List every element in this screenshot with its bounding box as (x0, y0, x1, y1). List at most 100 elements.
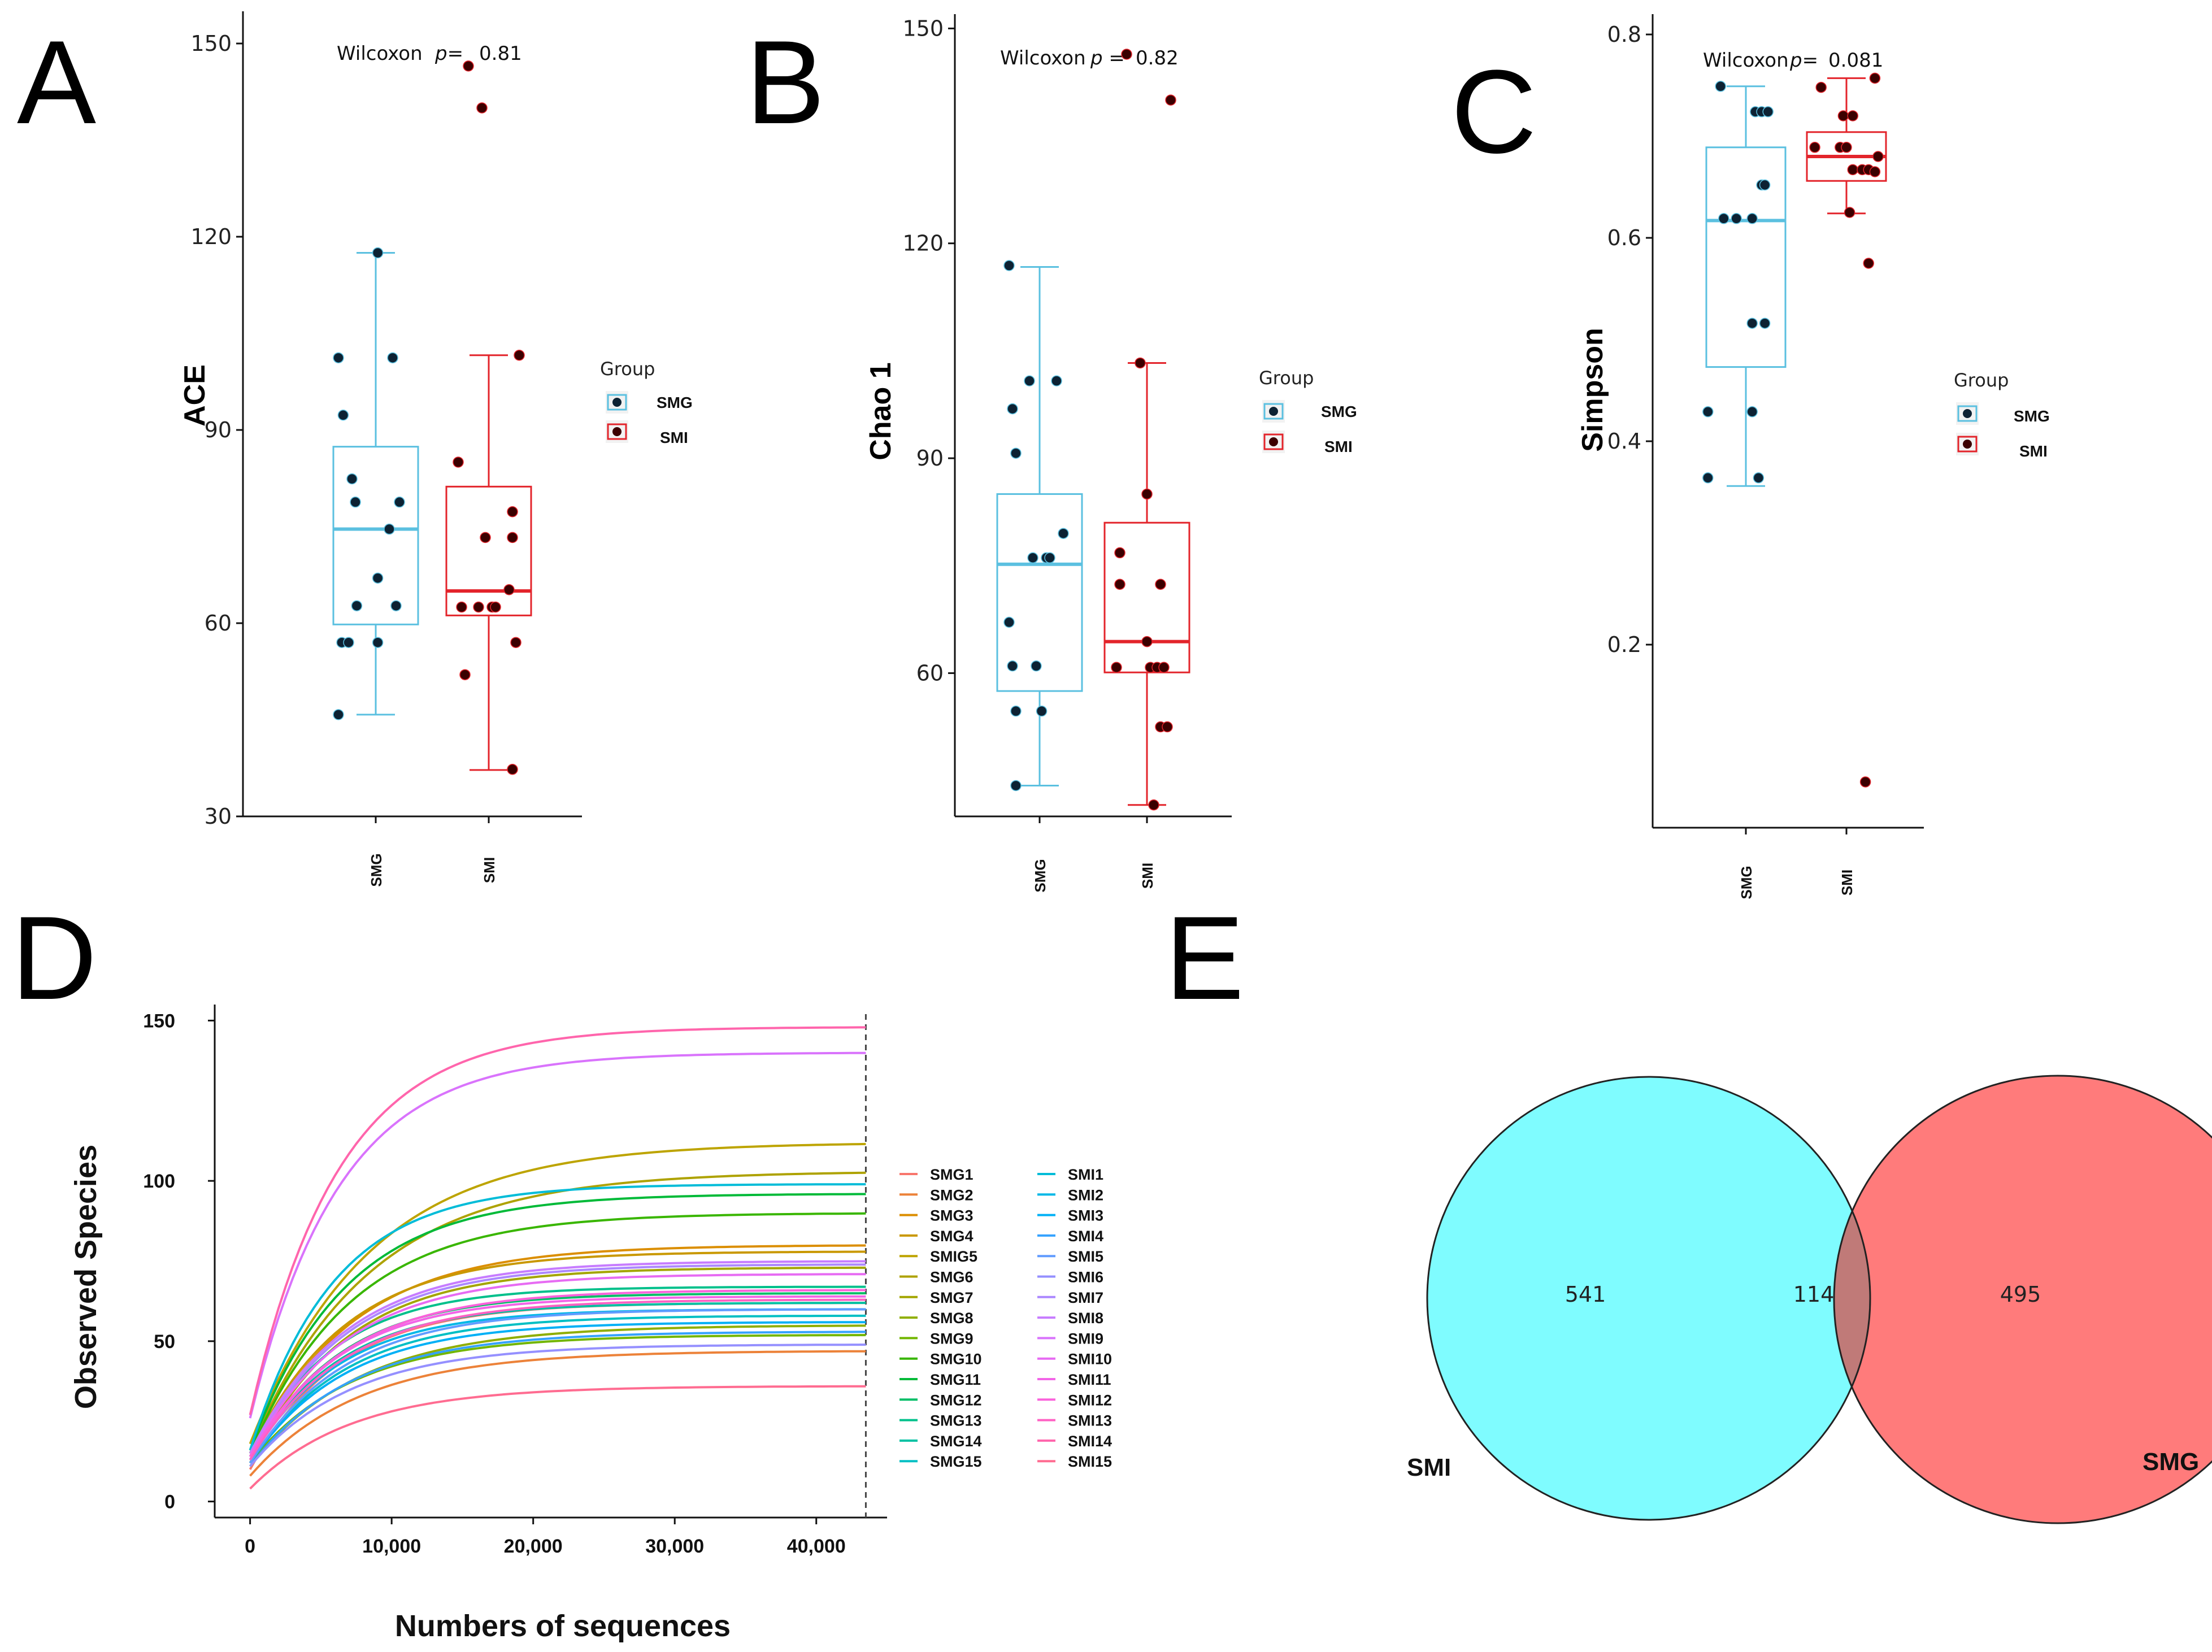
curve-smi10 (249, 1273, 866, 1458)
panel-d-rarefaction-curves: D Observed Species Numbers of sequences … (11, 892, 1112, 1643)
data-point-smi (1869, 166, 1881, 177)
y-tick-label: 0.6 (1607, 225, 1641, 250)
legend-label-smg: SMG (657, 394, 693, 411)
data-point-smg (346, 473, 358, 485)
legend-label-smg6: SMG6 (930, 1269, 974, 1286)
data-point-smi (1863, 258, 1874, 269)
panel-letter-e: E (1165, 892, 1244, 1024)
data-point-smg (1746, 406, 1758, 418)
venn-count-smi-only: 541 (1565, 1282, 1606, 1307)
y-axis-label: Chao 1 (864, 362, 897, 460)
data-point-smg (1031, 660, 1042, 672)
data-point-smi (1847, 110, 1858, 121)
data-point-smi (1815, 81, 1827, 93)
legend-label-smg13: SMG13 (930, 1412, 982, 1429)
legend-label-smg12: SMG12 (930, 1392, 982, 1408)
venn-outline-smg (1833, 1075, 2212, 1524)
curve-smi3 (249, 1321, 866, 1464)
wilcoxon-annotation: Wilcoxon p= 0.81 (337, 42, 522, 65)
curve-smi9 (249, 1051, 866, 1419)
p-value: 0.81 (479, 42, 522, 65)
y-tick-label: 60 (916, 660, 944, 685)
curve-smi8 (249, 1260, 866, 1454)
data-point-smg (1010, 447, 1022, 459)
venn-circle-smg (1834, 1076, 2212, 1523)
data-point-smi (490, 601, 501, 613)
y-axis-label: ACE (179, 364, 211, 427)
data-point-smg (1027, 552, 1038, 564)
legend-title: Group (600, 358, 655, 380)
y-tick-label: 30 (205, 804, 232, 829)
data-point-smi (1809, 142, 1820, 153)
data-point-smg (1003, 616, 1015, 628)
data-point-smg (343, 637, 354, 648)
box-smi (1103, 521, 1190, 673)
legend-box-smi (1263, 433, 1284, 450)
data-point-smi (1165, 94, 1176, 106)
legend-box-smi (607, 423, 627, 440)
data-point-smg (1044, 552, 1055, 564)
curve-smi15 (249, 1385, 866, 1490)
wilcoxon-label: Wilcoxon (1000, 47, 1086, 69)
y-tick-label: 60 (205, 611, 232, 636)
legend-label-smi: SMI (2019, 442, 2048, 460)
data-point-smg (1702, 472, 1714, 484)
data-point-smi (1837, 110, 1849, 121)
venn-count-smg-only: 495 (2000, 1282, 2041, 1307)
legend-dot-smg (1269, 407, 1278, 416)
y-tick-label: 120 (902, 231, 944, 256)
x-tick-label: 20,000 (504, 1536, 563, 1557)
y-tick-label: 0.8 (1607, 22, 1641, 47)
data-point-smg (337, 410, 349, 421)
panel-letter-c: C (1451, 45, 1537, 178)
legend-label-smi4: SMI4 (1068, 1228, 1103, 1245)
data-point-smg (384, 523, 395, 535)
data-point-smg (1024, 375, 1035, 386)
curve-smi1 (249, 1183, 866, 1451)
legend-dot-smg (1963, 409, 1972, 418)
legend-label-smg: SMG (2014, 407, 2050, 425)
data-point-smg (1746, 318, 1758, 329)
y-tick-label: 90 (205, 418, 232, 442)
group-legend: Group SMG SMI (1259, 367, 1357, 455)
x-tick-label-smg: SMG (368, 853, 385, 886)
legend-label-smg4: SMG4 (930, 1228, 974, 1245)
x-axis-label: Numbers of sequences (395, 1609, 731, 1643)
data-point-smi (456, 601, 467, 613)
p-label: p= (434, 42, 463, 65)
legend-dot-smi (1269, 437, 1278, 446)
venn-outline-smi (1426, 1076, 1871, 1521)
data-point-smg (1702, 406, 1714, 418)
legend-label-smi13: SMI13 (1068, 1412, 1112, 1429)
data-point-smi (1869, 72, 1881, 84)
data-point-smi (510, 637, 522, 648)
panel-letter-d: D (11, 892, 97, 1024)
legend-label-smig5: SMIG5 (930, 1248, 977, 1265)
legend-label-smi1: SMI1 (1068, 1166, 1103, 1183)
panel-a-ace-boxplot: A ACE Wilcoxon p= 0.81 Group SMG SMI 30 6… (17, 11, 693, 887)
curve-smig5 (249, 1142, 866, 1445)
legend-dot-smi (1963, 440, 1972, 449)
curve-smi11 (249, 1295, 866, 1460)
panel-e-venn-diagram: E 541 114 495 SMI SMG (1165, 892, 2212, 1524)
x-tick-label-smi: SMI (481, 857, 498, 883)
x-tick-label-smi: SMI (1139, 863, 1156, 889)
legend-box-smg (1263, 403, 1284, 420)
legend-label-smg2: SMG2 (930, 1186, 974, 1203)
legend-label-smi9: SMI9 (1068, 1330, 1103, 1347)
data-point-smg (350, 496, 361, 508)
data-point-smi (1141, 636, 1153, 647)
curve-smi4 (249, 1331, 866, 1467)
data-point-smg (1036, 705, 1048, 717)
venn-circle-smi (1427, 1077, 1870, 1520)
data-point-smi (480, 532, 491, 544)
data-point-smg (1759, 179, 1771, 191)
legend-label-smi14: SMI14 (1068, 1433, 1112, 1450)
x-tick-label: 0 (245, 1536, 255, 1557)
p-value: 0.081 (1828, 49, 1883, 72)
x-tick-label-smg: SMG (1032, 859, 1049, 892)
legend-label-smi8: SMI8 (1068, 1310, 1103, 1327)
curve-smg7 (249, 1266, 866, 1464)
y-tick-label: 150 (902, 16, 944, 41)
legend-title: Group (1259, 367, 1314, 389)
